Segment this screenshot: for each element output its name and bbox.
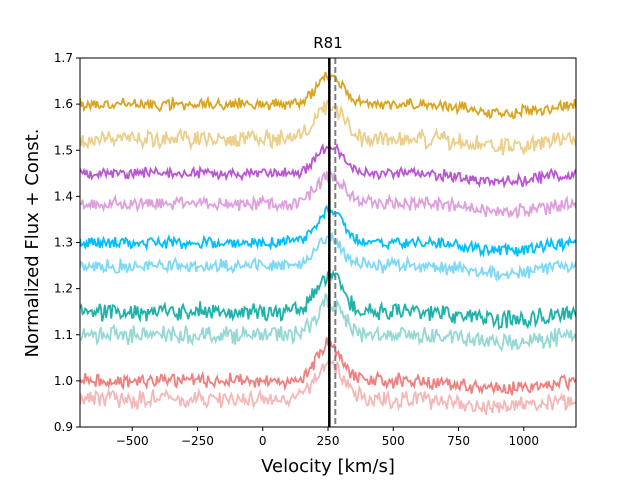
x-axis-ticks: −500 −250 0 250 500 750 1000 <box>116 427 539 448</box>
y-tick-label: 1.7 <box>54 51 73 65</box>
y-axis-ticks: 0.9 1.0 1.1 1.2 1.3 1.4 1.5 1.6 1.7 <box>54 51 80 434</box>
spectrum-6-line <box>80 232 576 283</box>
x-tick-label: −250 <box>181 434 214 448</box>
spectrum-4-line <box>80 167 576 220</box>
series-layer <box>80 71 576 415</box>
y-tick-label: 1.0 <box>54 374 73 388</box>
spectrum-9-line <box>80 337 576 396</box>
y-tick-label: 1.1 <box>54 328 73 342</box>
x-tick-label: 1000 <box>509 434 540 448</box>
y-tick-label: 1.6 <box>54 97 73 111</box>
x-tick-label: 500 <box>382 434 405 448</box>
spectrum-3-line <box>80 143 576 189</box>
reference-lines <box>328 58 337 427</box>
chart-title: R81 <box>313 34 343 52</box>
y-tick-label: 1.2 <box>54 282 73 296</box>
spectrum-7-line <box>80 269 576 331</box>
x-tick-label: 250 <box>317 434 340 448</box>
x-axis-label: Velocity [km/s] <box>261 456 395 477</box>
spectrum-5-line <box>80 204 576 258</box>
y-tick-label: 0.9 <box>54 420 73 434</box>
spectrum-8-line <box>80 292 576 352</box>
x-tick-label: −500 <box>116 434 149 448</box>
spectrum-2-line <box>80 98 576 156</box>
y-tick-label: 1.5 <box>54 143 73 157</box>
y-tick-label: 1.3 <box>54 236 73 250</box>
x-tick-label: 750 <box>447 434 470 448</box>
x-tick-label: 0 <box>259 434 267 448</box>
y-axis-label: Normalized Flux + Const. <box>22 129 43 358</box>
spectrum-1-line <box>80 71 576 120</box>
y-tick-label: 1.4 <box>54 189 73 203</box>
spectrum-10-line <box>80 359 576 415</box>
